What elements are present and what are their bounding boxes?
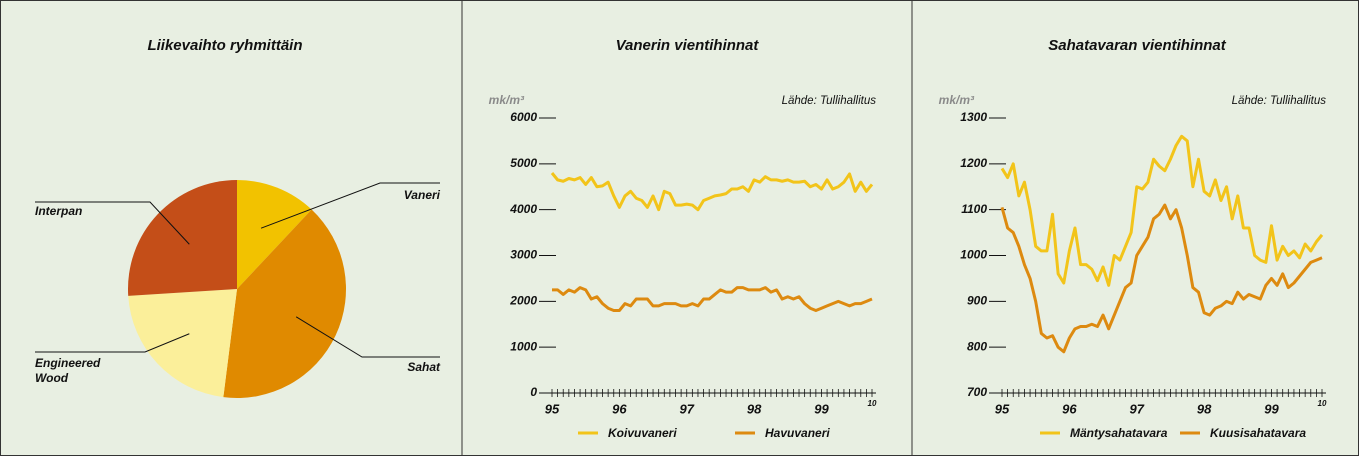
y-tick-label: 1100 xyxy=(961,202,987,216)
y-tick-label: 700 xyxy=(967,385,987,399)
x-tick-label: 99 xyxy=(814,401,829,416)
y-tick-label: 1300 xyxy=(960,110,987,124)
y-axis-unit: mk/m³ xyxy=(489,93,525,107)
y-tick-label: 5000 xyxy=(510,156,537,170)
y-tick-label: 800 xyxy=(967,339,987,353)
slice-label: Vaneri xyxy=(404,188,441,202)
y-tick-label: 1000 xyxy=(960,248,987,262)
y-tick-label: 0 xyxy=(530,385,537,399)
x-tick-label: 10 xyxy=(1318,399,1327,408)
leader-line xyxy=(35,201,190,245)
x-tick-label: 99 xyxy=(1264,401,1279,416)
pie-slice xyxy=(223,209,346,398)
x-tick-label: 98 xyxy=(1197,401,1212,416)
data-line xyxy=(1000,203,1323,354)
pie-slice xyxy=(128,180,237,296)
x-tick-label: 95 xyxy=(545,401,560,416)
y-tick-label: 4000 xyxy=(509,202,537,216)
legend-label: Koivuvaneri xyxy=(608,426,677,440)
slice-label: Interpan xyxy=(35,204,82,218)
y-tick-label: 6000 xyxy=(510,110,537,124)
x-tick-label: 98 xyxy=(747,401,762,416)
data-line xyxy=(552,286,873,312)
leader-line xyxy=(295,316,440,358)
x-tick-label: 96 xyxy=(612,401,627,416)
chart: Sahatavaran vientihinnat mk/m³ Lähde: Tull… xyxy=(939,37,1327,440)
pie-slice xyxy=(128,289,237,398)
x-tick-label: 97 xyxy=(680,401,695,416)
chart-title: Vanerin vientihinnat xyxy=(616,37,760,54)
y-tick-label: 2000 xyxy=(509,294,537,308)
slice-label: Engineered Wood xyxy=(35,356,101,385)
chart-title: Liikevaihto ryhmittäin xyxy=(147,37,302,54)
legend-label: Havuvaneri xyxy=(765,426,830,440)
x-tick-label: 10 xyxy=(868,399,877,408)
y-tick-label: 3000 xyxy=(510,248,537,262)
source-note: Lähde: Tullihallitus xyxy=(782,95,877,107)
data-line xyxy=(1000,134,1324,287)
legend-label: Mäntysahatavara xyxy=(1070,426,1168,440)
y-axis-unit: mk/m³ xyxy=(939,93,975,107)
x-tick-label: 95 xyxy=(995,401,1010,416)
data-line xyxy=(550,172,874,212)
source-note: Lähde: Tullihallitus xyxy=(1232,95,1327,107)
legend-label: Kuusisahatavara xyxy=(1210,426,1306,440)
pie-slice xyxy=(237,180,312,289)
leader-line xyxy=(260,182,440,229)
y-tick-label: 900 xyxy=(967,294,987,308)
x-tick-label: 96 xyxy=(1062,401,1077,416)
slice-label: Sahat xyxy=(407,360,441,374)
leader-line xyxy=(35,333,190,353)
y-tick-label: 1000 xyxy=(510,339,537,353)
chart: Vanerin vientihinnat mk/m³ Lähde: Tullihal… xyxy=(489,37,877,440)
x-tick-label: 97 xyxy=(1130,401,1145,416)
y-tick-label: 1200 xyxy=(960,156,987,170)
chart: Liikevaihto ryhmittäin Vaneri Sahat Enginee… xyxy=(35,37,441,398)
chart-title: Sahatavaran vientihinnat xyxy=(1048,37,1227,54)
